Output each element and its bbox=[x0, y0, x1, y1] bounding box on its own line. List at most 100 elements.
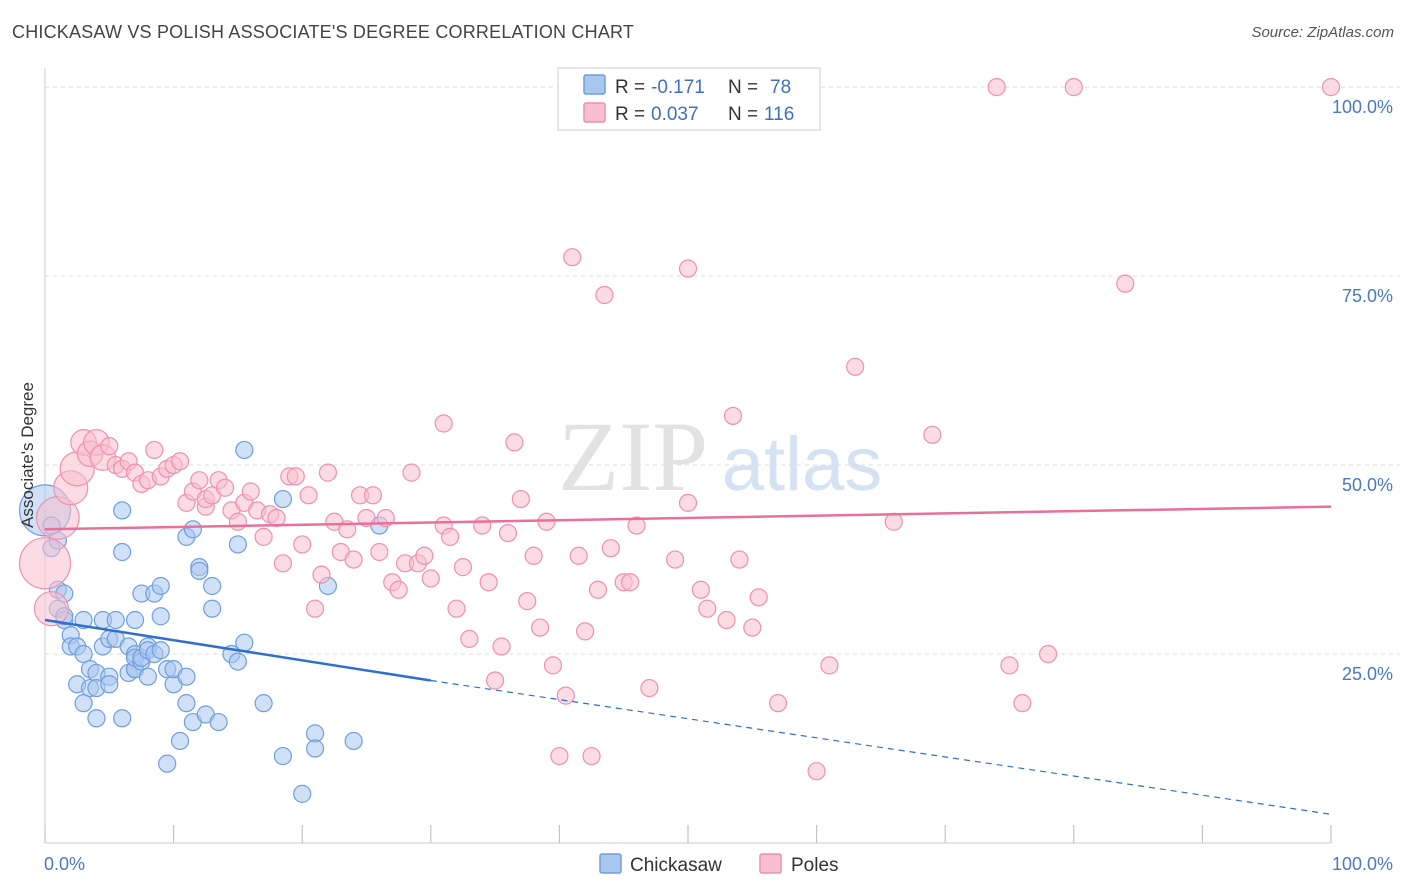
bottom-legend-chickasaw: Chickasaw bbox=[630, 855, 722, 876]
chickasaw-point bbox=[273, 489, 293, 509]
chickasaw-point bbox=[203, 599, 222, 618]
poles-point bbox=[312, 565, 331, 584]
poles-point bbox=[621, 573, 640, 592]
poles-point bbox=[33, 591, 70, 627]
poles-point bbox=[447, 599, 466, 618]
poles-point bbox=[640, 678, 659, 698]
poles-point bbox=[518, 592, 537, 611]
chickasaw-point bbox=[183, 520, 202, 539]
poles-point bbox=[601, 539, 620, 558]
chickasaw-point bbox=[177, 694, 196, 713]
legend-r-value-1: -0.171 bbox=[651, 77, 705, 98]
bottom-legend: Chickasaw Poles bbox=[599, 853, 839, 876]
chart-title: CHICKASAW VS POLISH ASSOCIATE'S DEGREE C… bbox=[12, 22, 635, 42]
poles-point bbox=[100, 437, 119, 456]
poles-point bbox=[286, 467, 305, 486]
poles-point bbox=[678, 493, 698, 512]
poles-point bbox=[563, 248, 582, 267]
poles-point bbox=[550, 746, 569, 766]
chickasaw-point bbox=[158, 754, 177, 773]
poles-point bbox=[768, 694, 788, 713]
poles-point bbox=[440, 527, 460, 546]
poles-point bbox=[556, 686, 575, 705]
x-tick-label-max: 100.0% bbox=[1332, 854, 1393, 874]
poles-point bbox=[293, 535, 312, 554]
bottom-legend-swatch-poles bbox=[759, 853, 782, 874]
poles-point bbox=[1064, 78, 1083, 97]
legend-r-label-1: R = bbox=[615, 77, 645, 98]
poles-point bbox=[987, 78, 1006, 97]
poles-point bbox=[344, 550, 363, 569]
chickasaw-point bbox=[177, 667, 196, 686]
chickasaw-point bbox=[151, 607, 170, 626]
chickasaw-point bbox=[305, 739, 325, 758]
chickasaw-trend-line bbox=[44, 618, 431, 682]
poles-point bbox=[505, 433, 524, 452]
chickasaw-point bbox=[203, 576, 222, 596]
poles-point bbox=[531, 618, 550, 637]
poles-point bbox=[1000, 656, 1019, 675]
y-axis-label: Associate's Degree bbox=[18, 382, 37, 528]
chickasaw-point bbox=[293, 784, 312, 803]
x-tick-label-min: 0.0% bbox=[44, 854, 85, 874]
chickasaw-point bbox=[209, 712, 228, 732]
poles-point bbox=[846, 357, 865, 376]
poles-point bbox=[479, 573, 498, 592]
chickasaw-point bbox=[305, 724, 325, 743]
poles-point bbox=[627, 516, 646, 535]
poles-point bbox=[170, 452, 190, 471]
y-tick-label: 25.0% bbox=[1342, 664, 1393, 684]
poles-point bbox=[698, 599, 717, 618]
poles-trend-line bbox=[44, 505, 1332, 531]
watermark-atlas: atlas bbox=[722, 422, 883, 507]
poles-point bbox=[820, 656, 839, 675]
legend-n-value-2: 116 bbox=[764, 104, 794, 125]
chickasaw-point bbox=[254, 694, 273, 713]
poles-point bbox=[884, 512, 903, 531]
poles-point bbox=[492, 637, 511, 656]
poles-point bbox=[273, 554, 293, 573]
chickasaw-point bbox=[344, 731, 363, 751]
poles-point bbox=[1013, 694, 1032, 713]
poles-point bbox=[415, 546, 434, 565]
chickasaw-point bbox=[170, 731, 190, 751]
legend-n-value-1: 78 bbox=[770, 77, 791, 98]
legend-n-label-2: N = bbox=[728, 104, 758, 125]
bottom-legend-poles: Poles bbox=[791, 855, 839, 876]
poles-point bbox=[254, 527, 273, 546]
poles-point bbox=[357, 508, 376, 528]
legend-swatch-chickasaw bbox=[583, 74, 606, 95]
legend-swatch-poles bbox=[583, 102, 606, 123]
poles-point bbox=[666, 550, 685, 569]
poles-point bbox=[511, 489, 530, 509]
chickasaw-point bbox=[113, 709, 132, 728]
poles-point bbox=[305, 599, 325, 618]
poles-point bbox=[1321, 78, 1341, 97]
poles-point bbox=[434, 414, 453, 433]
poles-point bbox=[402, 463, 421, 482]
poles-point bbox=[215, 478, 235, 497]
poles-point bbox=[486, 671, 505, 690]
chickasaw-point bbox=[113, 542, 132, 562]
poles-point bbox=[421, 569, 440, 588]
chickasaw-point bbox=[138, 667, 157, 686]
poles-point bbox=[498, 523, 518, 543]
poles-point bbox=[691, 580, 710, 599]
poles-point bbox=[807, 762, 826, 781]
poles-point bbox=[299, 486, 318, 505]
legend-r-label-2: R = bbox=[615, 104, 645, 125]
poles-point bbox=[582, 746, 601, 766]
poles-point bbox=[453, 558, 473, 577]
poles-point bbox=[588, 580, 608, 599]
poles-point bbox=[749, 588, 768, 607]
poles-point bbox=[923, 425, 942, 444]
poles-point bbox=[389, 580, 408, 599]
chickasaw-trend-extension bbox=[430, 679, 1332, 815]
chickasaw-point bbox=[74, 644, 93, 664]
y-tick-label: 100.0% bbox=[1332, 97, 1393, 117]
chickasaw-point bbox=[151, 641, 170, 660]
legend-r-value-2: 0.037 bbox=[651, 104, 699, 125]
poles-point bbox=[473, 516, 492, 535]
poles-point bbox=[190, 471, 209, 490]
poles-point bbox=[743, 618, 762, 637]
